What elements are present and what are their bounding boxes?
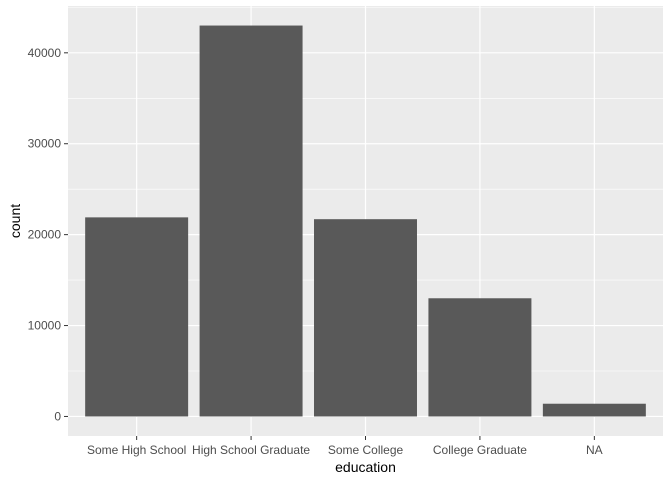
bar: [428, 298, 532, 417]
bars: [85, 25, 646, 417]
bar: [314, 219, 417, 417]
y-axis-ticks: 0 10000 20000 30000 40000: [28, 46, 68, 423]
x-tick-label: Some High School: [87, 443, 186, 457]
x-tick-label: College Graduate: [433, 443, 527, 457]
bar: [542, 403, 646, 417]
y-tick-label: 20000: [28, 228, 62, 242]
x-tick-label: Some College: [328, 443, 404, 457]
y-tick-label: 0: [54, 409, 61, 423]
x-axis-title: education: [335, 459, 396, 475]
x-axis-ticks: Some High School High School Graduate Some…: [87, 436, 603, 457]
y-axis-title: count: [7, 204, 23, 238]
bar: [199, 25, 303, 417]
bar: [85, 217, 189, 417]
y-tick-label: 10000: [28, 319, 62, 333]
x-tick-label: High School Graduate: [192, 443, 310, 457]
y-tick-label: 40000: [28, 46, 62, 60]
x-tick-label: NA: [586, 443, 603, 457]
y-tick-label: 30000: [28, 137, 62, 151]
